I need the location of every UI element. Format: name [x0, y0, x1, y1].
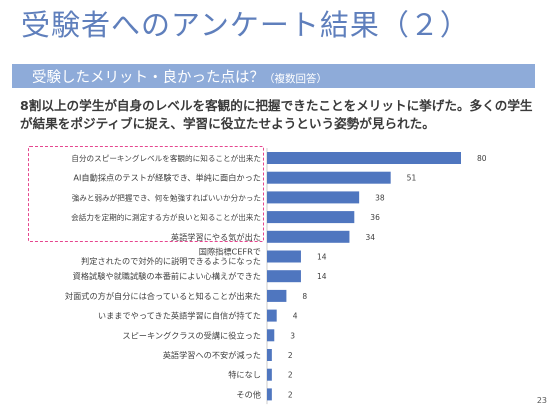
- bar: [267, 289, 287, 302]
- category-label: 対面式の方が自分には合っていると知ることが出来た: [65, 291, 261, 301]
- category-label: 英語学習への不安が減った: [163, 350, 261, 360]
- category-label: 特になし: [228, 370, 261, 380]
- bar-value-label: 2: [288, 351, 293, 360]
- bar: [267, 368, 272, 381]
- category-label: 強みと弱みが把握でき、何を勉強すればいいか分かった: [72, 192, 261, 202]
- bar-value-label: 3: [290, 331, 295, 340]
- category-label: 資格試験や就職試験の本番前によい心構えができた: [73, 271, 261, 281]
- bar: [267, 250, 301, 263]
- bar-value-label: 14: [317, 272, 327, 281]
- summary-text: 8割以上の学生が自身のレベルを客観的に把握できたことをメリットに挙げた。多くの学…: [20, 98, 533, 131]
- bar-value-label: 34: [365, 233, 375, 242]
- category-label: スピーキングクラスの受講に役立った: [122, 330, 261, 340]
- bar: [267, 309, 277, 322]
- bar-value-label: 38: [375, 193, 385, 202]
- bar-value-label: 14: [317, 253, 327, 262]
- bar-value-label: 36: [370, 213, 380, 222]
- page-number: 23: [536, 396, 547, 405]
- bar-value-label: 2: [288, 390, 293, 399]
- section-title-main: 受験したメリット・良かった点は？: [32, 70, 264, 86]
- bar-value-label: 8: [302, 292, 307, 301]
- bar: [267, 270, 301, 283]
- bar-value-label: 80: [477, 154, 487, 163]
- category-label: その他: [236, 389, 261, 399]
- bar-value-label: 4: [293, 312, 298, 321]
- category-label: 会話力を定期的に測定する方が良いと知ることが出来た: [71, 212, 261, 222]
- bar: [267, 329, 275, 342]
- bar: [267, 152, 461, 164]
- section-title: 受験したメリット・良かった点は？（複数回答）: [32, 66, 327, 87]
- bar: [267, 171, 391, 184]
- highlight-box: [28, 146, 264, 242]
- bar: [267, 211, 355, 224]
- bar: [267, 230, 350, 243]
- category-label: 英語学習にやる気が出た: [171, 232, 261, 242]
- bar: [267, 388, 272, 401]
- category-label: 国際指標CEFRで判定されたので対外的に説明できるようになった: [81, 247, 261, 267]
- bar: [267, 191, 360, 204]
- category-label: いままでやってきた英語学習に自信が持てた: [98, 311, 261, 321]
- bar: [267, 349, 272, 361]
- bar-value-label: 51: [407, 174, 417, 183]
- page-title: 受験者へのアンケート結果（２）: [21, 8, 470, 42]
- section-header: 受験したメリット・良かった点は？（複数回答）: [12, 64, 535, 88]
- bar-value-label: 2: [288, 371, 293, 380]
- category-label: AI自動採点のテストが経験でき、単純に面白かった: [73, 173, 261, 183]
- category-label: 自分のスピーキングレベルを客観的に知ることが出来た: [71, 153, 261, 163]
- section-subtitle: （複数回答）: [264, 73, 327, 85]
